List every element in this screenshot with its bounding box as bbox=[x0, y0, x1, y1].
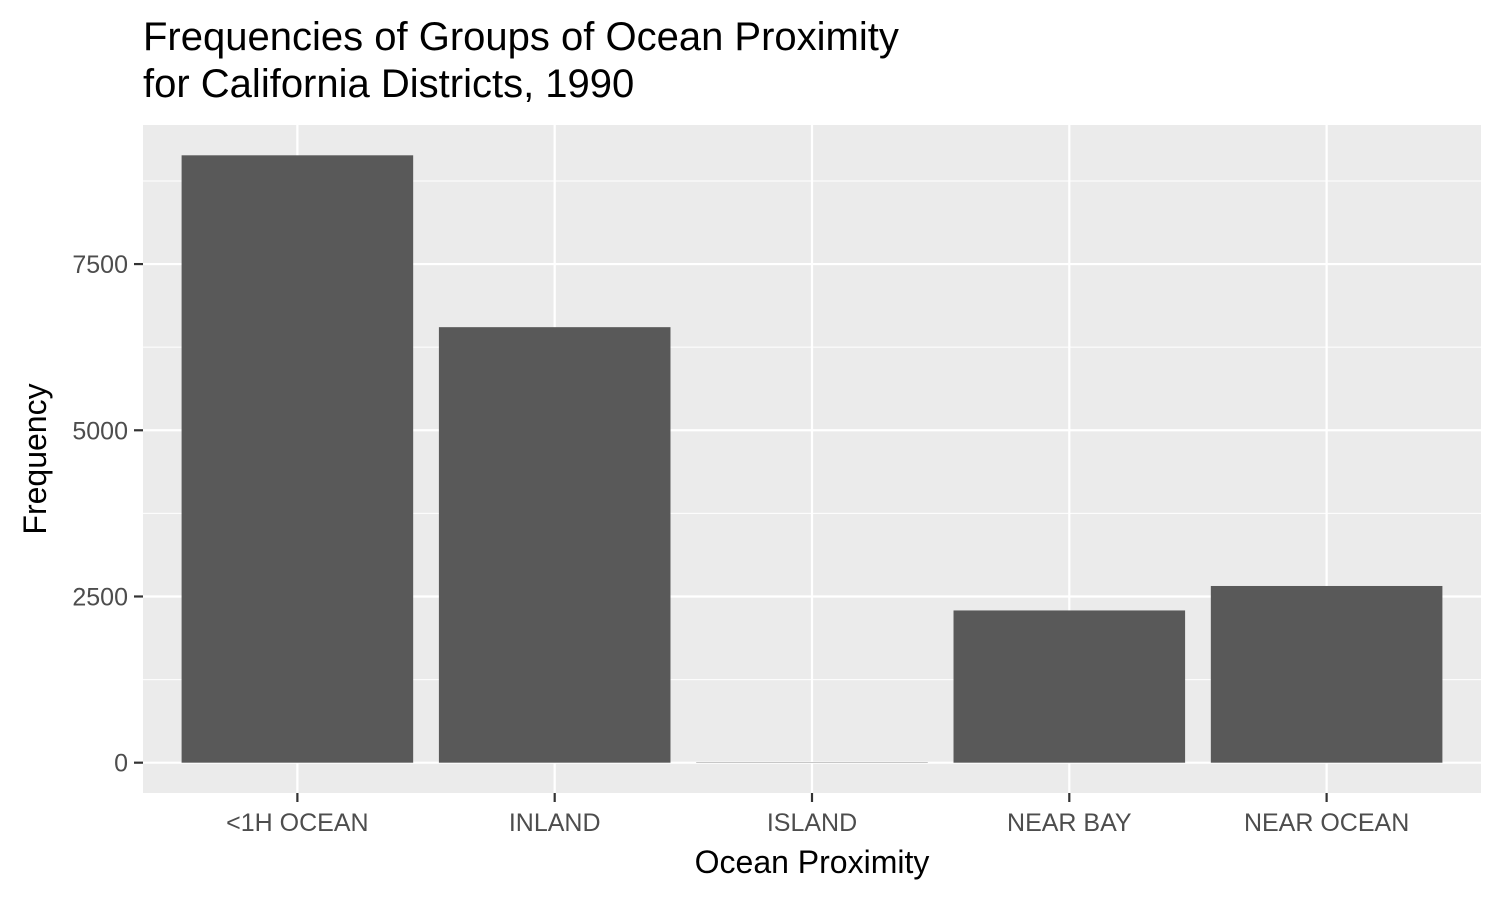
x-tick-label: <1H OCEAN bbox=[226, 809, 368, 837]
y-axis-label: Frequency bbox=[17, 383, 53, 534]
chart-title-line-2: for California Districts, 1990 bbox=[143, 62, 635, 106]
x-tick-label: NEAR OCEAN bbox=[1244, 809, 1409, 837]
y-tick-label: 2500 bbox=[72, 583, 128, 611]
y-tick-label: 5000 bbox=[72, 417, 128, 445]
bars bbox=[181, 155, 1443, 763]
x-tick-label: ISLAND bbox=[767, 809, 857, 837]
chart-title-line-1: Frequencies of Groups of Ocean Proximity bbox=[143, 15, 899, 59]
bar-inland bbox=[438, 327, 671, 763]
bar-near-ocean bbox=[1210, 585, 1443, 763]
x-axis-ticks: <1H OCEAN INLAND ISLAND NEAR BAY NEAR OCEAN bbox=[226, 793, 1409, 837]
y-tick-label: 0 bbox=[114, 750, 128, 778]
x-tick-label: NEAR BAY bbox=[1007, 809, 1132, 837]
bar-near-bay bbox=[953, 610, 1186, 763]
x-axis-label: Ocean Proximity bbox=[695, 844, 930, 880]
y-tick-label: 7500 bbox=[72, 251, 128, 279]
x-tick-label: INLAND bbox=[509, 809, 601, 837]
y-axis-ticks: 0 2500 5000 7500 bbox=[72, 251, 143, 778]
bar-1h-ocean bbox=[181, 155, 414, 763]
